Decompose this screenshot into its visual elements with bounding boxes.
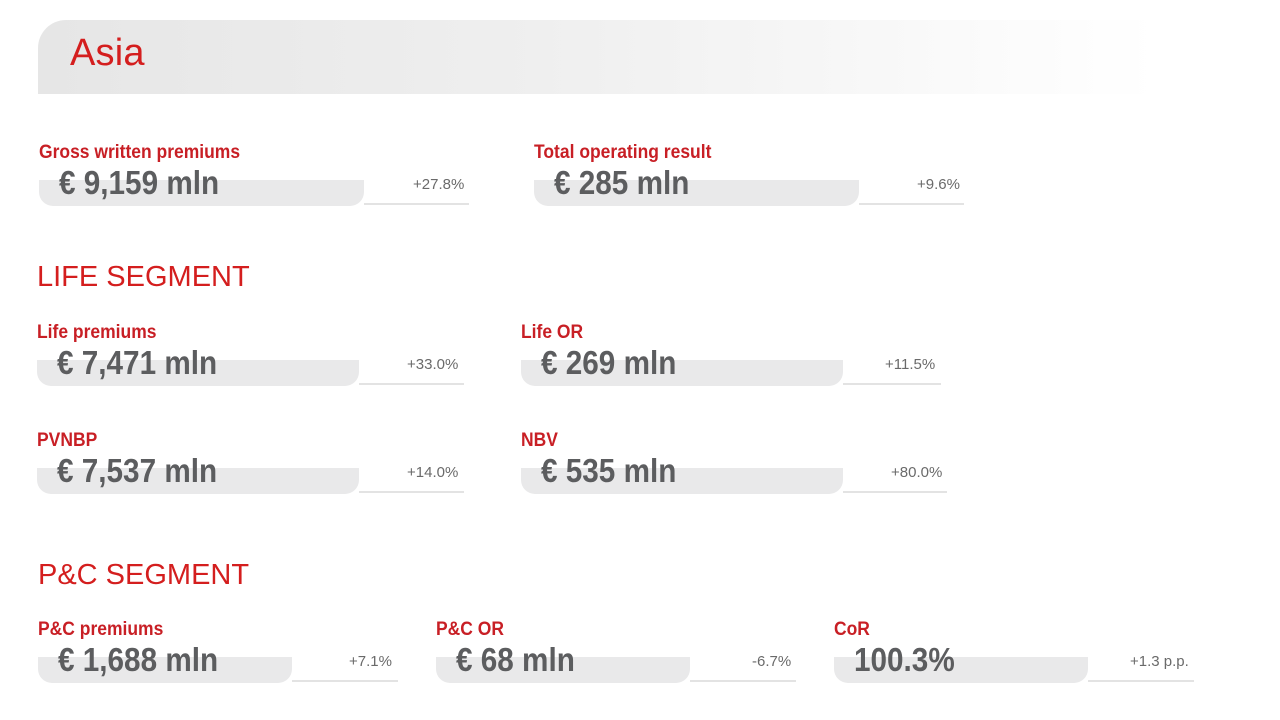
kpi-pc-premiums: P&C premiums € 1,688 mln +7.1% — [38, 619, 398, 699]
kpi-value-bar — [37, 468, 359, 494]
kpi-label: P&C OR — [436, 619, 504, 640]
kpi-underline — [1088, 680, 1194, 682]
kpi-change: +27.8% — [413, 176, 465, 193]
kpi-nbv: NBV € 535 mln +80.0% — [521, 430, 947, 510]
kpi-value-bar — [38, 657, 292, 683]
kpi-value: € 68 mln — [456, 641, 575, 678]
kpi-value: € 9,159 mln — [59, 164, 220, 201]
kpi-value-bar — [521, 360, 843, 386]
kpi-value-bar — [534, 180, 859, 206]
life-segment-title: LIFE SEGMENT — [37, 261, 250, 293]
kpi-total-operating-result: Total operating result € 285 mln +9.6% — [534, 142, 964, 222]
kpi-change: +1.3 p.p. — [1130, 653, 1189, 670]
kpi-life-or: Life OR € 269 mln +11.5% — [521, 322, 941, 402]
kpi-label: PVNBP — [37, 430, 98, 451]
kpi-change: +9.6% — [917, 176, 960, 193]
kpi-value-bar — [436, 657, 690, 683]
kpi-value: € 535 mln — [541, 452, 677, 489]
kpi-value-bar — [521, 468, 843, 494]
kpi-change: +14.0% — [407, 464, 459, 481]
kpi-value: € 285 mln — [554, 164, 690, 201]
kpi-label: Gross written premiums — [39, 142, 241, 163]
kpi-value-bar — [37, 360, 359, 386]
kpi-value: 100.3% — [854, 641, 955, 678]
kpi-value: € 7,471 mln — [57, 344, 218, 381]
kpi-label: P&C premiums — [38, 619, 164, 640]
kpi-gross-written-premiums: Gross written premiums € 9,159 mln +27.8… — [39, 142, 469, 222]
kpi-underline — [859, 203, 964, 205]
kpi-value-bar — [834, 657, 1088, 683]
kpi-life-premiums: Life premiums € 7,471 mln +33.0% — [37, 322, 464, 402]
kpi-underline — [843, 491, 947, 493]
kpi-underline — [292, 680, 398, 682]
kpi-change: +80.0% — [891, 464, 943, 481]
kpi-pc-or: P&C OR € 68 mln -6.7% — [436, 619, 796, 699]
kpi-label: Life OR — [521, 322, 584, 343]
kpi-change: +11.5% — [885, 356, 936, 373]
kpi-change: +33.0% — [407, 356, 459, 373]
kpi-underline — [359, 383, 464, 385]
kpi-underline — [359, 491, 464, 493]
kpi-value: € 1,688 mln — [58, 641, 219, 678]
kpi-change: -6.7% — [752, 653, 792, 670]
kpi-label: Total operating result — [534, 142, 712, 163]
kpi-underline — [364, 203, 469, 205]
kpi-pvnbp: PVNBP € 7,537 mln +14.0% — [37, 430, 464, 510]
kpi-underline — [690, 680, 796, 682]
kpi-underline — [843, 383, 941, 385]
kpi-cor: CoR 100.3% +1.3 p.p. — [834, 619, 1194, 699]
kpi-value: € 269 mln — [541, 344, 677, 381]
pc-segment-title: P&C SEGMENT — [38, 559, 250, 591]
kpi-label: Life premiums — [37, 322, 157, 343]
kpi-label: NBV — [521, 430, 558, 451]
region-title: Asia — [70, 32, 145, 74]
kpi-value-bar — [39, 180, 364, 206]
region-header-band — [38, 20, 1158, 94]
kpi-change: +7.1% — [349, 653, 392, 670]
kpi-label: CoR — [834, 619, 870, 640]
kpi-value: € 7,537 mln — [57, 452, 218, 489]
